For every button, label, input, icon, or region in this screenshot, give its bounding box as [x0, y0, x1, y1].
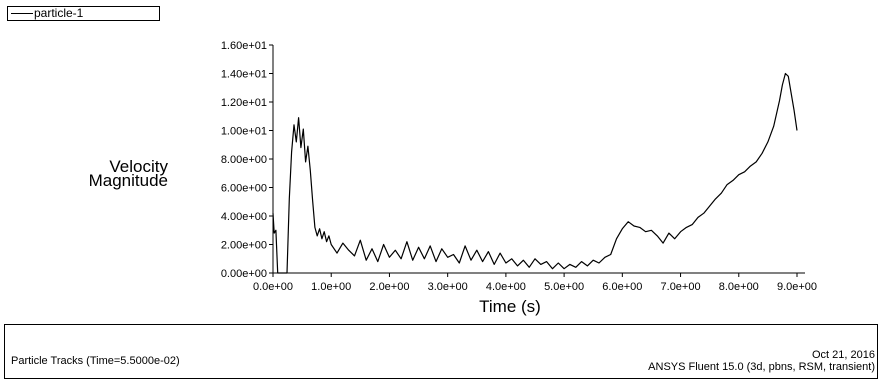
- x-tick-label: 2.0e+00: [369, 281, 409, 293]
- footer-title: Particle Tracks (Time=5.5000e-02): [11, 355, 180, 367]
- y-tick-label: 4.00e+00: [221, 211, 267, 223]
- y-tick-label: 1.60e+01: [221, 40, 267, 52]
- y-tick-label: 1.40e+01: [221, 69, 267, 81]
- footer-date: Oct 21, 2016: [812, 349, 875, 361]
- x-axis-label: Time (s): [479, 297, 541, 316]
- y-axis-label: Velocity Magnitude: [30, 157, 168, 190]
- footer-info: Oct 21, 2016 ANSYS Fluent 15.0 (3d, pbns…: [648, 349, 875, 373]
- series-line-particle-1: [272, 72, 798, 274]
- chart-series: [272, 72, 798, 274]
- x-tick-label: 0.0e+00: [253, 281, 293, 293]
- x-tick-label: 8.0e+00: [719, 281, 759, 293]
- legend-line-marker: [11, 13, 33, 14]
- y-tick-label: 2.00e+00: [221, 240, 267, 252]
- x-tick-label: 1.0e+00: [311, 281, 351, 293]
- chart-axes: [272, 45, 805, 274]
- line-chart: 0.00e+00 2.00e+00 4.00e+00 6.00e+00 8.00e+00…: [221, 40, 817, 293]
- x-tick-label: 6.0e+00: [602, 281, 642, 293]
- x-tick-label: 5.0e+00: [544, 281, 584, 293]
- x-tick-label: 3.0e+00: [428, 281, 468, 293]
- y-tick-label: 1.20e+01: [221, 97, 267, 109]
- y-tick-label: 1.00e+01: [221, 126, 267, 138]
- y-tick-label: 8.00e+00: [221, 154, 267, 166]
- legend: particle-1: [7, 6, 160, 21]
- y-tick-label: 0.00e+00: [221, 268, 267, 280]
- x-tick-label: 7.0e+00: [661, 281, 701, 293]
- y-tick-label: 6.00e+00: [221, 183, 267, 195]
- footer-panel: Particle Tracks (Time=5.5000e-02) Oct 21…: [4, 324, 878, 379]
- y-axis-label-line-1: Velocity: [109, 157, 168, 176]
- chart-ticks: 0.00e+00 2.00e+00 4.00e+00 6.00e+00 8.00e+00…: [221, 40, 817, 293]
- legend-series-label: particle-1: [34, 6, 84, 20]
- footer-software: ANSYS Fluent 15.0 (3d, pbns, RSM, transi…: [648, 361, 875, 373]
- y-axis-label-line-2: Magnitude: [88, 171, 168, 190]
- x-tick-label: 9.0e+00: [777, 281, 817, 293]
- x-tick-label: 4.0e+00: [486, 281, 526, 293]
